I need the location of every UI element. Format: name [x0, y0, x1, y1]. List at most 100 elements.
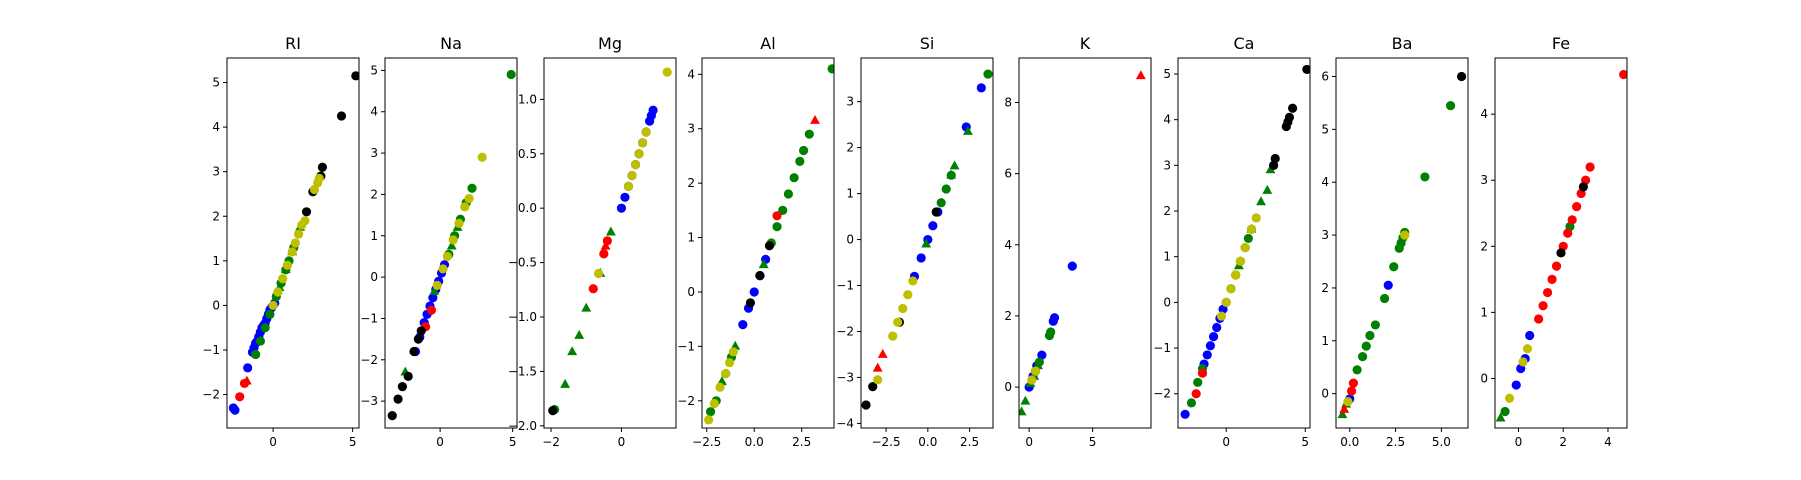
y-tick-label: −4: [836, 416, 854, 430]
circle-marker: [724, 358, 735, 368]
y-tick-label: 4: [1163, 113, 1171, 127]
axes-frame: [860, 57, 994, 429]
circle-marker: [413, 334, 423, 344]
y-tick-label: 5: [212, 76, 220, 90]
circle-marker: [983, 69, 993, 79]
circle-marker: [888, 331, 898, 341]
circle-marker: [1522, 344, 1533, 354]
circle-marker: [620, 192, 630, 202]
subplot-si: Si −4 −3 −2 −1 0 1 2 3 −2.5 0.0 2.5: [836, 34, 994, 449]
circle-marker: [477, 152, 487, 162]
triangle-marker: [877, 348, 888, 358]
circle-marker: [1511, 380, 1521, 390]
circle-marker: [1578, 182, 1588, 192]
circle-marker: [393, 394, 403, 404]
circle-marker: [1288, 103, 1298, 113]
x-tick-label: 5: [509, 435, 517, 449]
x-tick-label: 5: [1089, 435, 1097, 449]
x-tick-label: 4: [1604, 435, 1612, 449]
circle-marker: [704, 415, 714, 425]
y-tick-label: 5: [1163, 67, 1171, 81]
circle-marker: [397, 382, 408, 392]
circle-marker: [448, 235, 458, 245]
y-tick-label: 0: [1321, 387, 1329, 401]
circle-marker: [916, 253, 926, 263]
circle-marker: [1534, 314, 1544, 324]
triangle-marker: [1262, 184, 1273, 194]
y-tick-label: 4: [687, 67, 695, 81]
scatter-points: [548, 67, 672, 416]
circle-marker: [1046, 327, 1056, 337]
circle-marker: [637, 138, 648, 148]
y-tick-label: 3: [370, 146, 378, 160]
circle-marker: [928, 221, 938, 231]
circle-marker: [255, 336, 265, 346]
x-tick-label: 0: [436, 435, 444, 449]
circle-marker: [745, 298, 756, 308]
y-tick-label: 2: [212, 209, 220, 223]
subplot-title: Ba: [1392, 34, 1413, 53]
axes-frame: [543, 57, 677, 429]
triangle-marker: [241, 375, 252, 385]
circle-marker: [409, 346, 419, 357]
circle-marker: [764, 241, 775, 251]
circle-marker: [1197, 368, 1208, 378]
circle-marker: [1186, 398, 1197, 408]
triangle-marker: [1019, 406, 1027, 416]
x-tick-label: −2: [542, 435, 560, 449]
subplot-al: Al −2 −1 0 1 2 3 4 −2.5 0.0 2.5: [677, 34, 835, 449]
circle-marker: [1361, 341, 1371, 351]
y-tick-label: 3: [1163, 158, 1171, 172]
circle-marker: [243, 363, 253, 373]
circle-marker: [403, 371, 413, 381]
circle-marker: [1231, 270, 1241, 280]
y-tick-label: 5: [370, 63, 378, 77]
circle-marker: [804, 129, 814, 139]
y-tick-label: −2: [836, 324, 854, 338]
subplot-title: Mg: [598, 34, 622, 53]
triangle-marker: [605, 226, 616, 236]
subplot-fe: Fe 0 1 2 3 4 0 2 4: [1480, 34, 1628, 449]
circle-marker: [728, 347, 738, 357]
triangle-marker: [949, 160, 960, 170]
y-tick-label: 2: [1321, 281, 1329, 295]
circle-marker: [1379, 293, 1390, 304]
circle-marker: [251, 349, 261, 360]
y-tick-label: 1: [1321, 334, 1329, 348]
subplot-title: Fe: [1552, 34, 1570, 53]
circle-marker: [293, 229, 304, 239]
circle-marker: [278, 274, 288, 284]
subplot-na: Na −3 −2 −1 0 1 2 3 4 5 0 5: [360, 34, 518, 449]
triangle-marker: [758, 259, 769, 269]
circle-marker: [795, 156, 805, 166]
circle-marker: [438, 264, 448, 274]
circle-marker: [1284, 112, 1295, 122]
x-tick-label: 0: [618, 435, 626, 449]
circle-marker: [634, 149, 644, 159]
circle-marker: [1500, 406, 1510, 417]
circle-marker: [1216, 311, 1227, 321]
circle-marker: [1270, 153, 1280, 164]
y-tick-label: 4: [1480, 107, 1488, 121]
triangle-marker: [567, 346, 578, 356]
circle-marker: [1180, 409, 1190, 419]
scatter-points: [1495, 69, 1627, 422]
triangle-marker: [872, 362, 883, 372]
circle-marker: [1585, 162, 1595, 172]
triangle-marker: [1265, 164, 1276, 174]
circle-marker: [1218, 304, 1228, 314]
circle-marker: [1346, 386, 1357, 396]
circle-marker: [416, 326, 426, 336]
circle-marker: [268, 300, 278, 311]
scatter-points: [861, 69, 993, 410]
scatter-points: [387, 69, 516, 421]
y-tick-label: 1.0: [518, 92, 537, 106]
subplot-ri: RI −2 −1 0 1 2 3 4 5 0 5: [202, 34, 360, 449]
y-tick-label: 0: [212, 298, 220, 312]
circle-marker: [1302, 64, 1310, 75]
y-tick-label: 0: [1480, 371, 1488, 385]
x-tick-label: 2: [1559, 435, 1567, 449]
circle-marker: [454, 218, 464, 228]
